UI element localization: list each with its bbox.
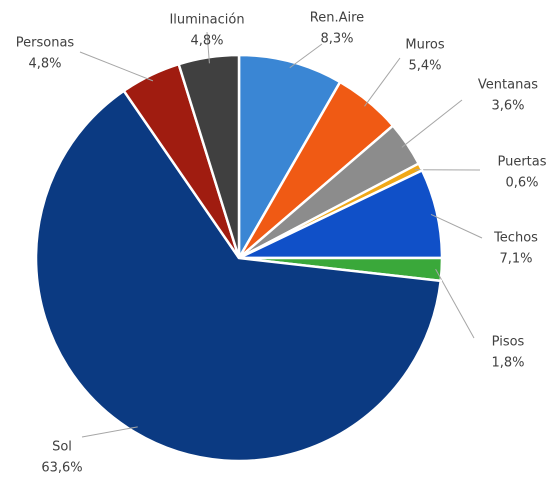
slice-label: Puertas [497, 155, 546, 170]
slice-value-label: 4,8% [190, 34, 223, 49]
slice-value-label: 8,3% [320, 32, 353, 47]
slice-label: Pisos [492, 335, 525, 350]
pie-slice [237, 53, 342, 263]
leader-line [206, 31, 210, 64]
slice-value-label: 4,8% [28, 57, 61, 72]
slice-label: Ren.Aire [310, 11, 364, 26]
leader-line [401, 99, 463, 148]
leader-line [364, 57, 401, 107]
slice-value-label: 63,6% [41, 461, 82, 476]
leader-line [289, 43, 323, 69]
slice-label: Iluminación [169, 13, 244, 28]
pie-slice [34, 89, 443, 463]
leader-line [81, 426, 138, 438]
slice-value-label: 3,6% [491, 99, 524, 114]
leader-line [435, 268, 475, 339]
leader-line [79, 51, 154, 82]
slice-label: Ventanas [478, 78, 538, 93]
slice-value-label: 7,1% [499, 252, 532, 267]
slice-label: Muros [405, 38, 444, 53]
slice-value-label: 0,6% [505, 176, 538, 191]
slice-value-label: 5,4% [408, 59, 441, 74]
slice-label: Personas [16, 36, 75, 51]
slice-value-label: 1,8% [491, 356, 524, 371]
leader-line [430, 213, 483, 239]
slice-label: Techos [493, 231, 538, 246]
slice-label: Sol [52, 440, 72, 455]
